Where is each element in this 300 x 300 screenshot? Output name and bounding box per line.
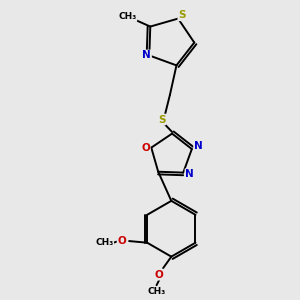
Text: O: O — [141, 142, 150, 153]
Text: S: S — [158, 115, 166, 124]
Text: CH₃: CH₃ — [147, 287, 166, 296]
Text: S: S — [178, 10, 186, 20]
Text: O: O — [118, 236, 126, 246]
Text: N: N — [185, 169, 194, 179]
Text: O: O — [155, 270, 164, 280]
Text: N: N — [142, 50, 151, 61]
Text: N: N — [194, 141, 203, 151]
Text: CH₃: CH₃ — [118, 12, 136, 21]
Text: CH₃: CH₃ — [95, 238, 113, 247]
